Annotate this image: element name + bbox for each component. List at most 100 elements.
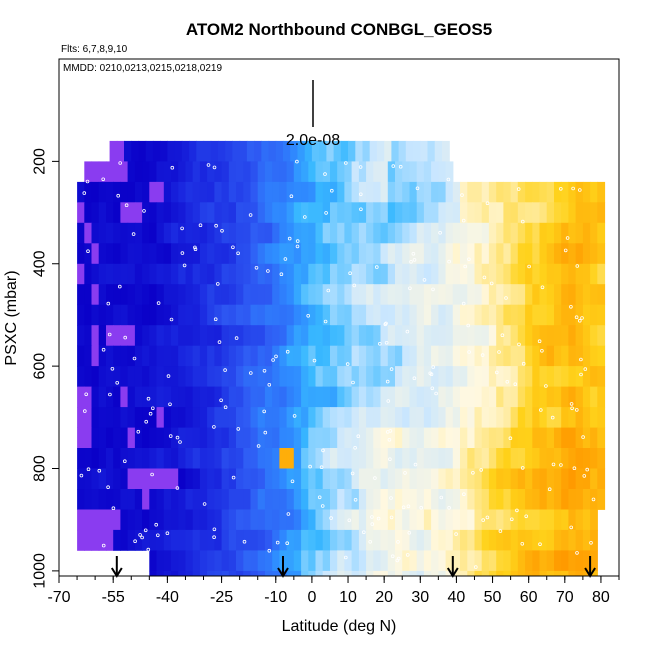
heatmap-cell — [503, 529, 512, 551]
heatmap-cell — [496, 529, 504, 551]
heatmap-cell — [467, 345, 476, 367]
heatmap-cell — [366, 489, 374, 510]
heatmap-cell — [178, 427, 186, 449]
heatmap-cell — [77, 345, 85, 367]
heatmap-cell — [445, 325, 454, 347]
heatmap-cell — [431, 468, 439, 490]
heatmap-cell — [330, 304, 338, 326]
sample-point — [202, 502, 207, 506]
heatmap-cell — [192, 570, 201, 577]
sample-point — [329, 516, 333, 520]
heatmap-cell — [409, 222, 418, 244]
heatmap-cell — [308, 243, 317, 265]
heatmap-cell — [402, 345, 410, 367]
heatmap-cell — [185, 468, 194, 490]
heatmap-cell — [199, 181, 208, 203]
heatmap-cell — [207, 509, 215, 531]
heatmap-cell — [272, 448, 280, 469]
heatmap-cell — [156, 345, 165, 367]
sample-point — [489, 281, 494, 286]
heatmap-cell — [301, 529, 309, 551]
sample-point — [405, 553, 410, 557]
heatmap-cell — [207, 345, 215, 367]
heatmap-cell — [590, 386, 598, 408]
heatmap-cell — [308, 222, 317, 244]
sample-point — [168, 434, 173, 438]
heatmap-cell — [395, 243, 403, 265]
heatmap-cell — [575, 304, 584, 326]
sample-point — [150, 472, 154, 477]
sample-point — [206, 163, 211, 167]
heatmap-cell — [431, 427, 439, 449]
heatmap-cell — [199, 325, 208, 347]
heatmap-cell — [98, 222, 107, 244]
sample-point — [517, 342, 521, 347]
heatmap-cell — [171, 366, 179, 387]
heatmap-cell — [106, 448, 114, 469]
heatmap-cell — [344, 366, 353, 387]
heatmap-cell — [561, 468, 569, 490]
heatmap-cell — [387, 263, 396, 285]
x-tick-label: 20 — [375, 589, 393, 606]
heatmap-cell — [438, 222, 447, 244]
heatmap-cell — [525, 489, 533, 510]
heatmap-cell — [373, 550, 382, 572]
sample-point — [390, 554, 395, 558]
heatmap-cell — [268, 140, 277, 162]
heatmap-cell — [554, 325, 562, 347]
heatmap-cell — [113, 529, 121, 551]
heatmap-cell — [510, 448, 519, 469]
heatmap-cell — [264, 284, 273, 306]
sample-point — [169, 317, 174, 322]
heatmap-cell — [272, 366, 280, 387]
heatmap-cell — [402, 550, 410, 572]
heatmap-cell — [387, 529, 396, 551]
heatmap-cell — [337, 509, 345, 531]
sample-point — [84, 392, 88, 397]
heatmap-cell — [431, 550, 439, 572]
heatmap-cell — [192, 448, 201, 469]
sample-point — [343, 555, 348, 560]
sample-point — [101, 543, 106, 548]
heatmap-cell — [189, 140, 197, 162]
sample-point — [468, 175, 473, 180]
heatmap-cell — [539, 304, 548, 326]
heatmap-cell — [445, 468, 454, 490]
heatmap-cell — [358, 509, 367, 531]
heatmap-cell — [250, 529, 259, 551]
sample-point — [85, 179, 90, 184]
heatmap-cell — [149, 570, 158, 577]
heatmap-cell — [561, 550, 569, 572]
heatmap-cell — [481, 570, 490, 577]
heatmap-cell — [221, 161, 230, 183]
heatmap-cell — [532, 284, 541, 306]
heatmap-cell — [582, 570, 591, 577]
heatmap-cell — [232, 140, 241, 162]
heatmap-cell — [171, 243, 179, 265]
heatmap-cell — [474, 181, 483, 203]
heatmap-cell — [568, 509, 577, 531]
heatmap-cell — [525, 222, 533, 244]
sample-point — [430, 386, 435, 391]
heatmap-cell — [488, 304, 497, 326]
x-axis: -70 -55 -40 -25 -10 0 10 20 30 40 50 60 70 80 — [47, 576, 620, 606]
heatmap-cell — [264, 366, 273, 387]
x-tick-label: 10 — [339, 589, 357, 606]
heatmap-cell — [344, 427, 353, 449]
heatmap-cell — [481, 181, 490, 203]
heatmap-cell — [532, 427, 541, 449]
heatmap-cell — [178, 366, 186, 387]
sample-point — [431, 287, 435, 292]
heatmap-cell — [474, 386, 483, 408]
heatmap-cell — [171, 489, 179, 510]
heatmap-cell — [561, 243, 569, 265]
heatmap-cell — [84, 284, 93, 306]
heatmap-cell — [286, 161, 295, 183]
heatmap-cell — [431, 345, 439, 367]
heatmap-cell — [481, 386, 490, 408]
heatmap-cell — [214, 529, 223, 551]
heatmap-cell — [221, 181, 230, 203]
heatmap-cell — [77, 468, 85, 490]
sample-point — [86, 467, 91, 472]
heatmap-cell — [358, 222, 367, 244]
